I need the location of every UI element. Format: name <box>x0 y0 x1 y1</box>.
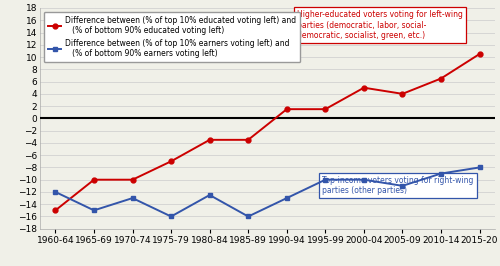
Legend: Difference between (% of top 10% educated voting left) and
   (% of bottom 90% e: Difference between (% of top 10% educate… <box>44 12 300 62</box>
Text: Higher-educated voters voting for left-wing
parties (democratic, labor, social-
: Higher-educated voters voting for left-w… <box>297 10 463 40</box>
Text: Top-income voters voting for right-wing
parties (other parties): Top-income voters voting for right-wing … <box>322 176 474 195</box>
